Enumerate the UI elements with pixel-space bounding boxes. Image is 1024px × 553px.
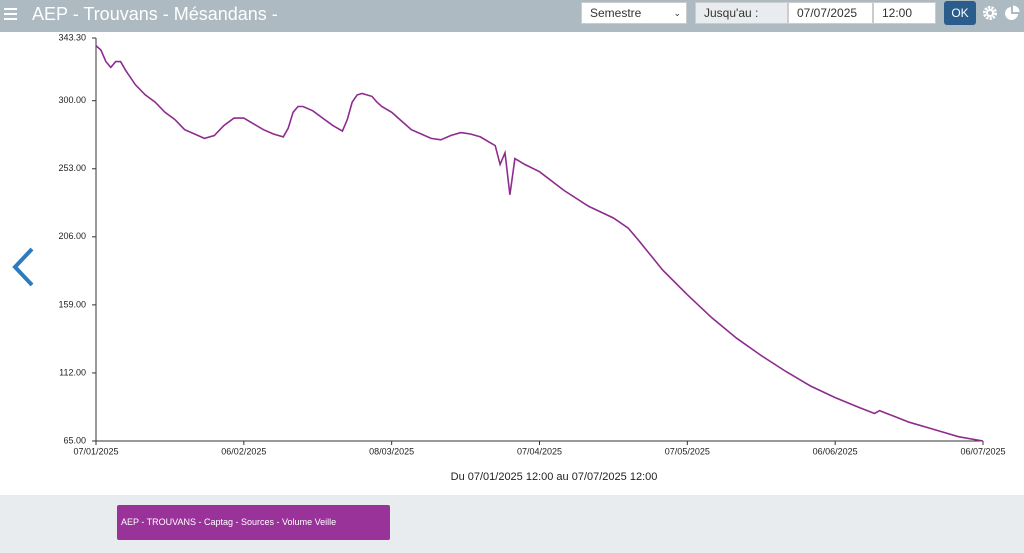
chart: Du 07/01/2025 12:00 au 07/07/2025 12:00 …	[58, 32, 1005, 483]
menu-icon[interactable]	[4, 7, 18, 21]
ok-button[interactable]: OK	[944, 1, 976, 25]
x-tick-label: 07/01/2025	[73, 446, 118, 456]
back-arrow[interactable]	[10, 246, 38, 290]
y-tick-label: 206.00	[58, 231, 86, 241]
y-tick-label: 112.00	[59, 367, 86, 377]
chart-subtitle: Du 07/01/2025 12:00 au 07/07/2025 12:00	[451, 471, 658, 483]
legend-area: AEP - TROUVANS - Captag - Sources - Volu…	[0, 495, 1024, 553]
x-tick-label: 06/07/2025	[960, 446, 1005, 456]
y-tick-label: 65.00	[63, 435, 86, 445]
period-value: Semestre	[590, 6, 642, 20]
chart-icon[interactable]	[1004, 5, 1020, 21]
until-label: Jusqu'au :	[695, 2, 788, 24]
x-tick-label: 08/03/2025	[369, 446, 414, 456]
page-title: AEP - Trouvans - Mésandans -	[32, 4, 278, 24]
period-select[interactable]: Semestre ⌄	[581, 2, 687, 24]
x-tick-label: 07/05/2025	[665, 446, 710, 456]
data-line	[95, 45, 984, 442]
date-input[interactable]: 07/07/2025	[788, 2, 873, 24]
x-tick-label: 07/04/2025	[517, 446, 562, 456]
header: AEP - Trouvans - Mésandans - Semestre ⌄ J…	[0, 0, 1024, 32]
legend-entry[interactable]: AEP - TROUVANS - Captag - Sources - Volu…	[117, 505, 390, 540]
settings-icon[interactable]	[982, 5, 998, 21]
y-tick-label: 253.00	[58, 163, 86, 173]
x-tick-label: 06/02/2025	[221, 446, 266, 456]
y-tick-label: 300.00	[58, 95, 86, 105]
y-tick-label: 343.30	[58, 32, 86, 42]
y-tick-label: 159.00	[58, 299, 86, 309]
x-tick-label: 06/06/2025	[813, 446, 858, 456]
time-input[interactable]: 12:00	[873, 2, 936, 24]
